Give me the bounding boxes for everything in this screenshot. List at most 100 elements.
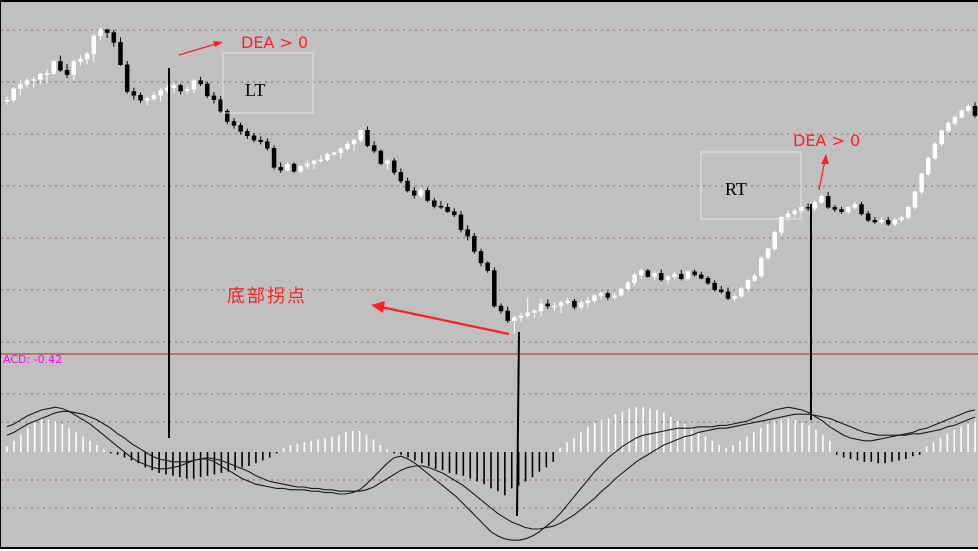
candle-body	[926, 157, 931, 175]
candle-body	[792, 210, 798, 215]
candlestick	[432, 197, 437, 209]
candlestick	[952, 115, 958, 126]
candle-body	[184, 89, 190, 92]
candlestick	[371, 141, 377, 154]
candlestick	[558, 300, 564, 314]
candle-body	[919, 173, 924, 193]
candlestick	[872, 217, 878, 224]
candle-body	[692, 271, 697, 276]
candle-body	[358, 130, 364, 141]
candle-body	[752, 275, 757, 281]
candle-body	[679, 274, 684, 280]
candlestick	[765, 247, 771, 261]
candle-body	[772, 232, 777, 249]
candlestick	[184, 86, 190, 95]
dea-right-arrowhead	[821, 154, 829, 164]
candle-body	[104, 29, 110, 33]
candle-body	[912, 191, 918, 208]
candle-body	[472, 235, 477, 252]
candle-body	[144, 98, 150, 101]
candle-body	[498, 305, 504, 312]
candlestick	[131, 87, 137, 100]
candle-body	[525, 312, 530, 317]
candlestick	[805, 203, 811, 212]
candlestick	[699, 271, 704, 280]
candle-body	[158, 90, 163, 96]
candlestick	[645, 268, 651, 278]
candle-body	[452, 211, 457, 216]
candlestick	[51, 60, 56, 76]
candlestick	[545, 299, 550, 309]
candle-body	[325, 154, 330, 161]
candlestick	[231, 118, 237, 129]
candlestick	[498, 303, 504, 314]
marker-line-bottom	[516, 331, 520, 517]
candlestick	[825, 191, 831, 209]
candlestick	[578, 300, 584, 310]
candle-body	[198, 80, 203, 85]
candle-body	[51, 61, 56, 74]
candlestick	[238, 122, 243, 135]
candle-body	[418, 190, 424, 196]
candlestick	[598, 291, 604, 300]
candle-body	[91, 35, 97, 55]
candle-body	[705, 277, 711, 284]
candlestick	[44, 69, 50, 84]
candle-body	[972, 106, 978, 116]
candle-body	[285, 163, 290, 171]
candlestick	[351, 138, 357, 151]
candle-body	[251, 135, 257, 141]
dea-line	[6, 410, 976, 530]
dea-left-arrowhead	[213, 41, 223, 47]
candle-body	[218, 99, 223, 112]
candlestick	[338, 147, 344, 159]
candle-body	[719, 289, 724, 293]
candle-body	[739, 288, 744, 297]
candlestick	[812, 200, 818, 211]
candle-body	[839, 209, 844, 212]
candlestick	[905, 205, 911, 220]
candle-body	[532, 310, 537, 313]
candlestick	[18, 80, 23, 96]
candlestick	[271, 145, 277, 170]
candle-body	[732, 295, 737, 299]
candle-body	[225, 110, 230, 122]
candle-body	[138, 95, 143, 101]
candlestick	[638, 268, 644, 279]
candlestick	[298, 164, 303, 173]
candle-body	[638, 270, 644, 276]
candlestick	[959, 108, 964, 119]
candle-body	[445, 206, 450, 212]
dea-label-right: DEA > 0	[793, 131, 860, 150]
candle-body	[44, 73, 50, 75]
candle-body	[879, 220, 884, 223]
candlestick	[472, 232, 477, 254]
candlestick	[285, 161, 290, 172]
candle-body	[84, 53, 90, 60]
candle-body	[31, 79, 36, 81]
candle-body	[685, 271, 691, 280]
candlestick	[31, 76, 36, 89]
candlestick	[972, 102, 978, 118]
candle-body	[331, 152, 337, 155]
candle-body	[632, 274, 637, 283]
candle-body	[825, 196, 831, 208]
candlestick	[892, 218, 898, 227]
candlestick	[84, 51, 90, 65]
candle-body	[932, 143, 938, 159]
candle-body	[345, 143, 350, 150]
candle-body	[565, 300, 571, 304]
candlestick	[265, 138, 270, 151]
candle-body	[852, 204, 858, 208]
bottom-arrow	[380, 305, 510, 336]
candlestick	[64, 64, 70, 78]
rt-box	[700, 151, 802, 220]
candlestick	[278, 162, 283, 173]
candlestick	[291, 162, 297, 173]
candlestick	[665, 275, 671, 285]
candlestick	[331, 151, 337, 157]
candle-body	[351, 139, 357, 145]
candlestick	[752, 273, 757, 283]
candlestick	[318, 155, 324, 163]
gridlines	[1, 29, 978, 509]
